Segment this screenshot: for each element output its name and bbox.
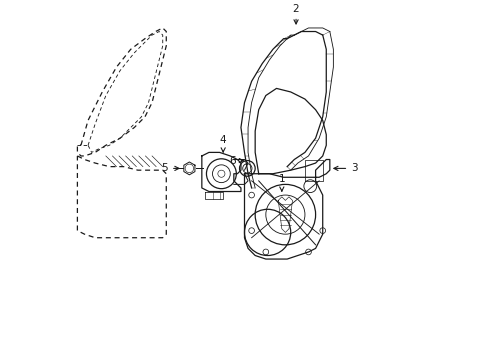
Text: 6: 6 — [228, 156, 243, 166]
Text: 1: 1 — [278, 174, 285, 191]
Text: 5: 5 — [161, 163, 179, 174]
Text: 3: 3 — [333, 163, 357, 174]
Text: 2: 2 — [292, 4, 299, 24]
Text: 4: 4 — [220, 135, 226, 152]
